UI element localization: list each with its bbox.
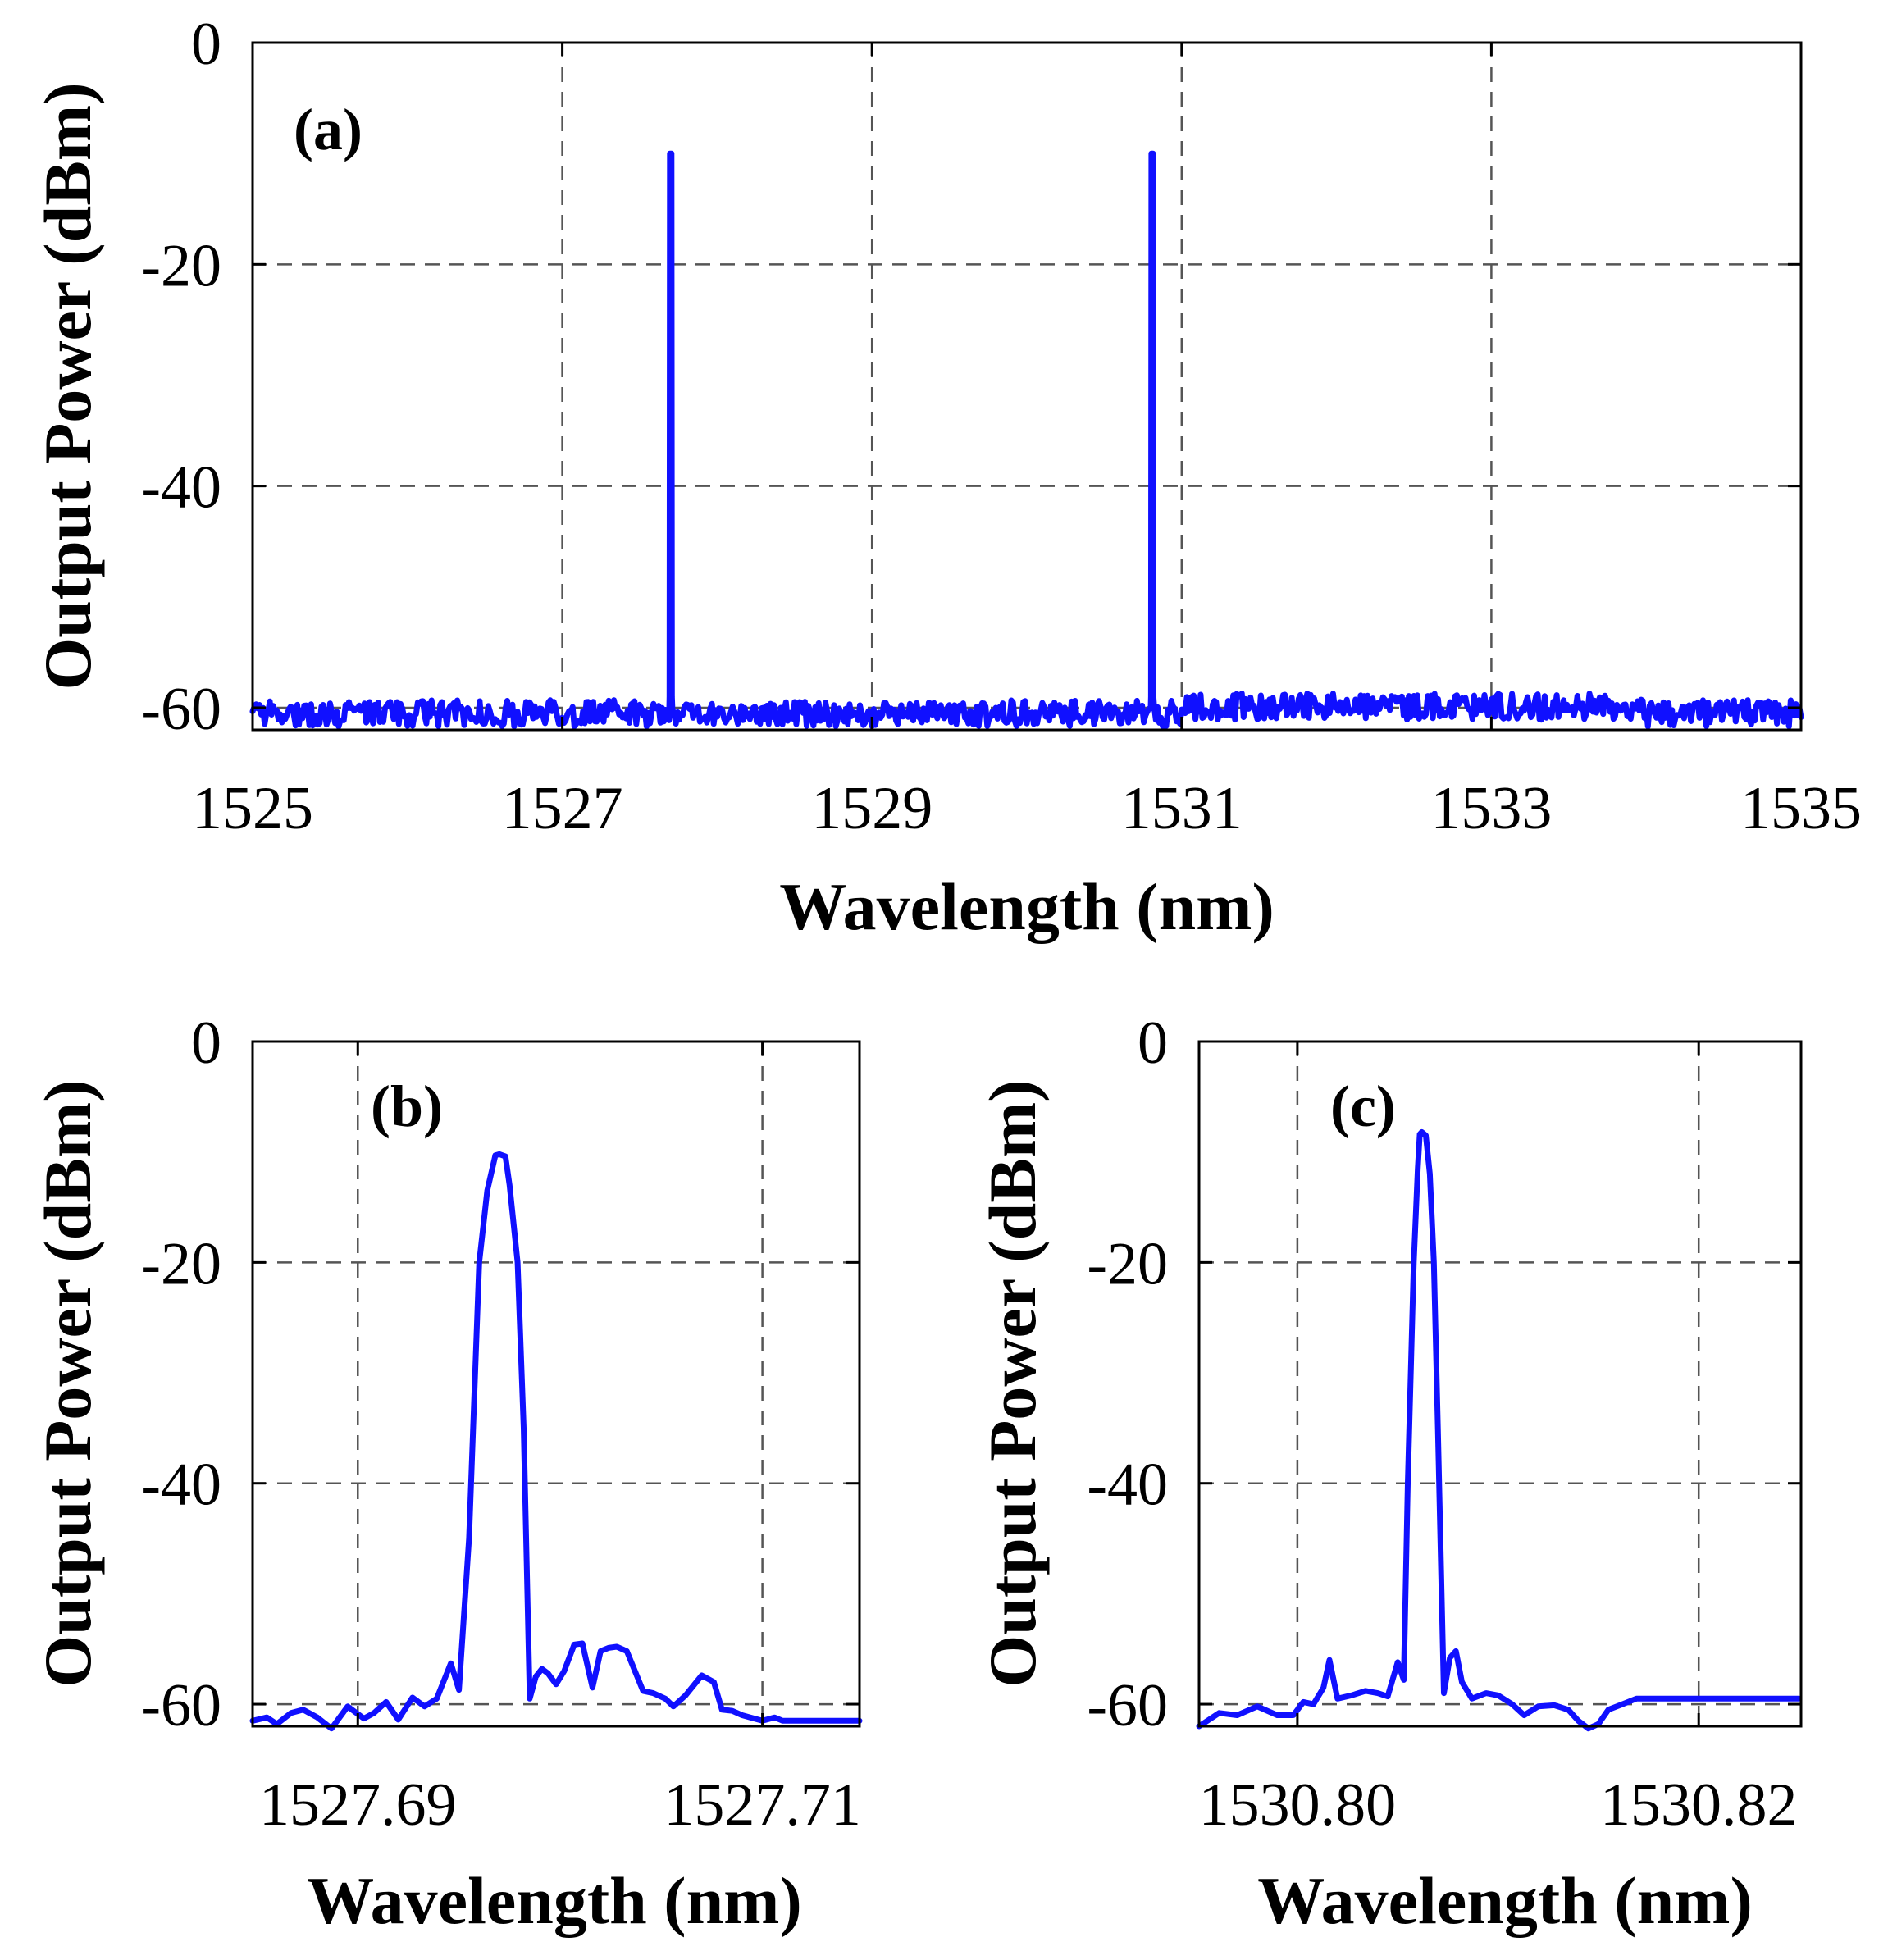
panel-c-ytick-label-0: 0: [1138, 1010, 1168, 1077]
panel-a-ticks: 1525 1527 1529 1531 1533 1535 0 -20 -40 -60: [140, 11, 1862, 842]
panel-c-ytick-label-2: -40: [1087, 1452, 1168, 1519]
panel-c-tag: (c): [1330, 1073, 1396, 1139]
panel-b-xtick-label-1: 1527.71: [663, 1771, 861, 1839]
panel-b-ytick-label-0: 0: [191, 1010, 221, 1077]
panel-a-xtick-label-0: 1525: [192, 775, 313, 842]
panel-a-ytick-label-1: -20: [140, 232, 221, 299]
panel-b-grid: [253, 1042, 860, 1726]
panel-c-xlabel: Wavelength (nm): [1257, 1863, 1753, 1938]
panel-c-xtick-label-0: 1530.80: [1199, 1771, 1397, 1839]
panel-a-xlabel: Wavelength (nm): [779, 869, 1275, 944]
panel-b-ylabel: Output Power (dBm): [30, 1079, 105, 1687]
panel-a-xtick-label-2: 1529: [811, 775, 933, 842]
panel-a-frame: [251, 41, 1803, 732]
panel-b: 1527.69 1527.71 0 -20 -40 -60 (b) Wavelength …: [30, 1010, 863, 1938]
panel-b-trace: [249, 1151, 863, 1732]
panel-a-xtick-label-1: 1527: [502, 775, 623, 842]
panel-b-xtick-label-0: 1527.69: [259, 1771, 457, 1839]
panel-b-ticks: 1527.69 1527.71 0 -20 -40 -60: [140, 1010, 861, 1839]
panel-b-ytick-label-3: -60: [140, 1672, 221, 1739]
panel-b-ytick-label-2: -40: [140, 1452, 221, 1519]
panel-c-trace: [1196, 1128, 1803, 1732]
panel-c-xtick-label-1: 1530.82: [1600, 1771, 1798, 1839]
panel-a-ytick-label-3: -60: [140, 676, 221, 743]
panel-a-xtick-label-3: 1531: [1121, 775, 1243, 842]
panel-c-grid: [1199, 1042, 1801, 1726]
panel-b-frame: [251, 1040, 861, 1728]
panel-a-xtick-label-4: 1533: [1430, 775, 1552, 842]
panel-a-ytick-label-0: 0: [191, 11, 221, 78]
panel-a-xtick-label-5: 1535: [1740, 775, 1862, 842]
panel-c-ticks: 1530.80 1530.82 0 -20 -40 -60: [1087, 1010, 1801, 1839]
panel-a: 1525 1527 1529 1531 1533 1535 0 -20 -40 -60 (a) W…: [30, 11, 1862, 944]
panel-b-tag: (b): [371, 1073, 443, 1139]
panel-a-ylabel: Output Power (dBm): [30, 82, 105, 690]
panel-c-ytick-label-3: -60: [1087, 1672, 1168, 1739]
panel-c-ylabel: Output Power (dBm): [975, 1079, 1050, 1687]
panel-a-trace: [249, 150, 1804, 730]
panel-b-spectrum-line: [249, 1151, 863, 1732]
panel-c: 1530.80 1530.82 0 -20 -40 -60 (c) Wavelength …: [975, 1010, 1803, 1938]
panel-a-grid: [253, 43, 1801, 730]
panel-a-ytick-label-2: -40: [140, 454, 221, 522]
panel-a-tag: (a): [294, 97, 363, 162]
panel-c-spectrum-line: [1196, 1128, 1803, 1732]
panel-c-ytick-label-1: -20: [1087, 1230, 1168, 1297]
panel-b-ytick-label-1: -20: [140, 1230, 221, 1297]
panel-c-frame: [1197, 1040, 1803, 1728]
panel-a-spectrum-line: [249, 150, 1804, 730]
panel-b-xlabel: Wavelength (nm): [307, 1863, 802, 1938]
